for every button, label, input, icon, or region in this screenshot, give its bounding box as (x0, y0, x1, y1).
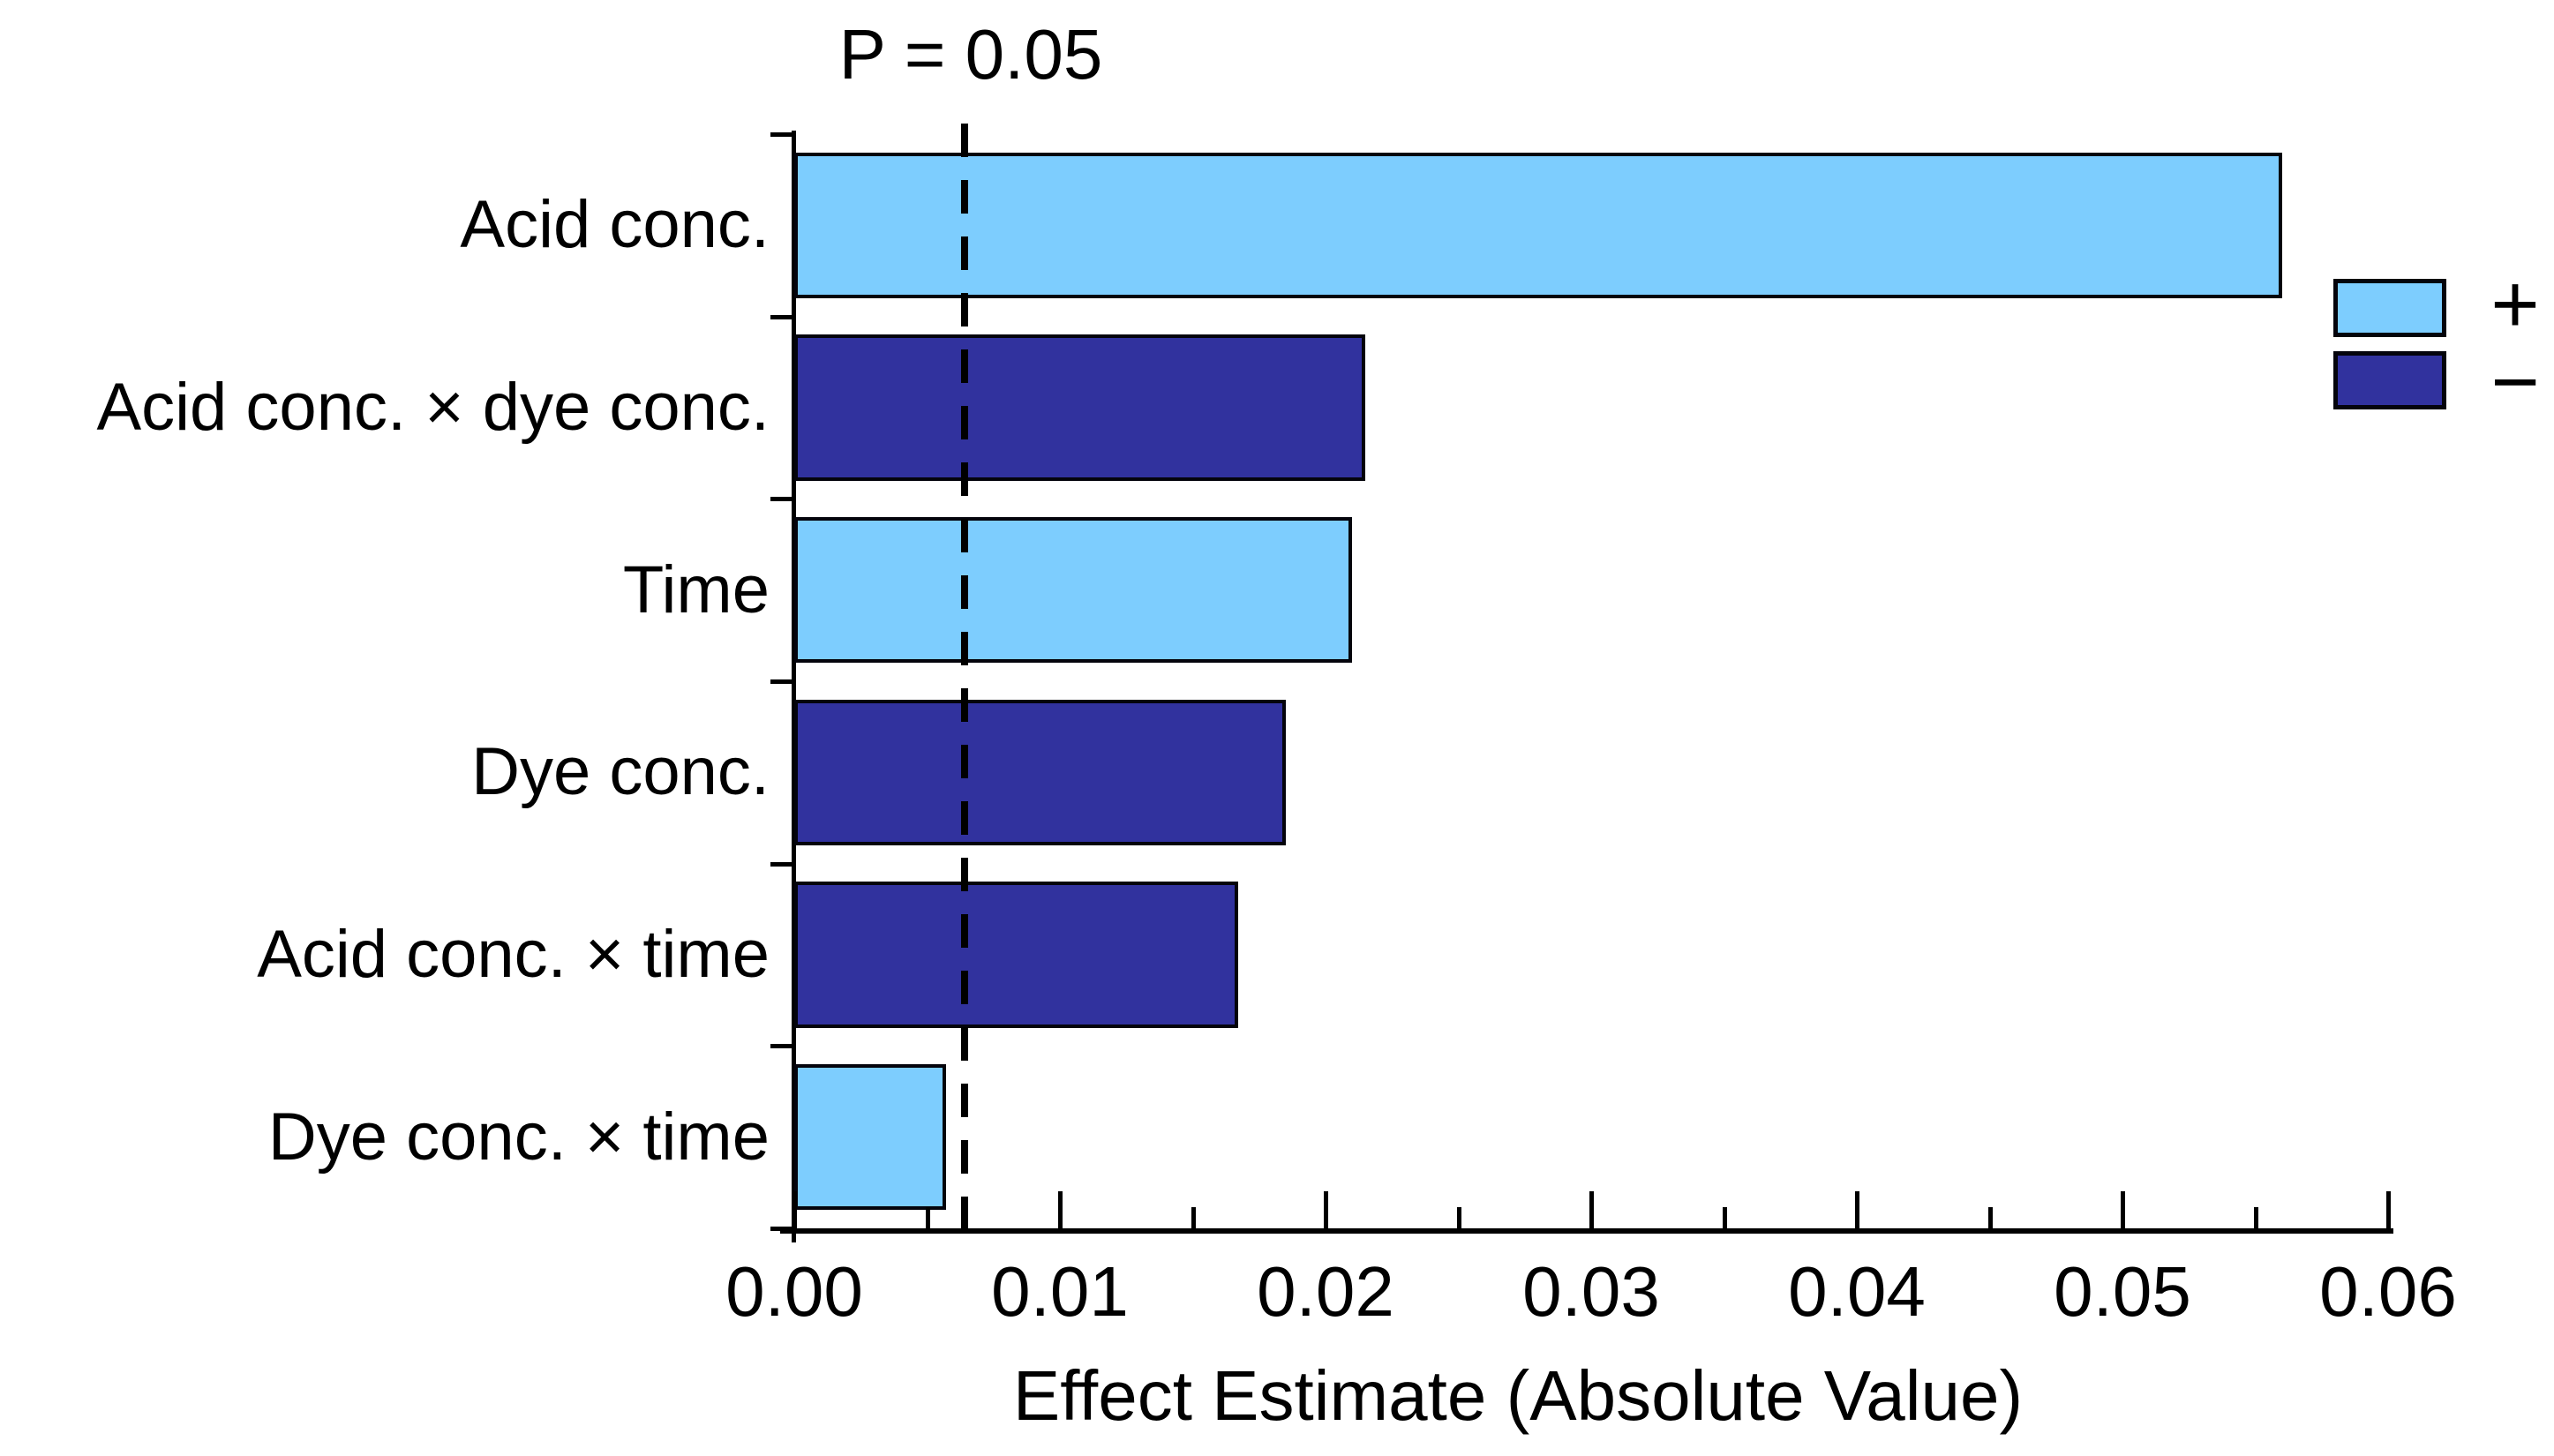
x-major-tick (2121, 1191, 2125, 1228)
x-tick-label: 0.04 (1788, 1252, 1926, 1331)
legend-positive-label: + (2490, 258, 2540, 351)
x-minor-tick (925, 1207, 930, 1228)
bar-5 (794, 882, 1238, 1028)
category-label: Acid conc. (460, 187, 770, 263)
x-minor-tick (1456, 1207, 1461, 1228)
x-tick-label: 0.06 (2319, 1252, 2457, 1331)
bar-6 (794, 1064, 946, 1211)
significance-reference-line (960, 124, 968, 1228)
y-axis-tick (770, 861, 794, 867)
y-axis-tick (770, 679, 794, 684)
category-label: Acid conc. × time (257, 917, 770, 992)
y-axis-tick (770, 1044, 794, 1049)
y-axis-tick (770, 497, 794, 502)
legend-positive-swatch (2333, 279, 2446, 337)
x-major-tick (1324, 1191, 1328, 1228)
bar-4 (794, 699, 1286, 845)
category-label: Dye conc. × time (267, 1099, 770, 1175)
x-axis (780, 1228, 2393, 1234)
x-minor-tick (1722, 1207, 1727, 1228)
x-major-tick (1589, 1191, 1594, 1228)
x-tick-label: 0.00 (725, 1252, 863, 1331)
x-major-tick (792, 1191, 797, 1228)
x-major-tick (1855, 1191, 1859, 1228)
x-minor-tick (1191, 1207, 1196, 1228)
y-axis-tick (770, 132, 794, 137)
category-label: Dye conc. (471, 734, 770, 810)
x-axis-title: Effect Estimate (Absolute Value) (1012, 1356, 2024, 1435)
x-major-tick (1058, 1191, 1063, 1228)
x-tick-label: 0.01 (991, 1252, 1129, 1331)
category-label: Time (622, 552, 770, 627)
x-minor-tick (1987, 1207, 1993, 1228)
x-tick-label: 0.05 (2054, 1252, 2191, 1331)
x-tick-label: 0.03 (1522, 1252, 1660, 1331)
category-label: Acid conc. × dye conc. (96, 370, 770, 445)
legend-negative-label: − (2490, 335, 2540, 429)
y-axis-tick (770, 1227, 794, 1231)
bar-1 (794, 152, 2282, 298)
x-major-tick (2386, 1191, 2391, 1228)
legend-negative-swatch (2333, 351, 2446, 409)
y-axis-tick (770, 314, 794, 319)
y-axis (792, 131, 796, 1242)
x-tick-label: 0.02 (1257, 1252, 1394, 1331)
x-minor-tick (2253, 1207, 2258, 1228)
bar-2 (794, 334, 1366, 481)
reference-line-label: P = 0.05 (838, 15, 1103, 94)
bar-3 (794, 517, 1353, 664)
